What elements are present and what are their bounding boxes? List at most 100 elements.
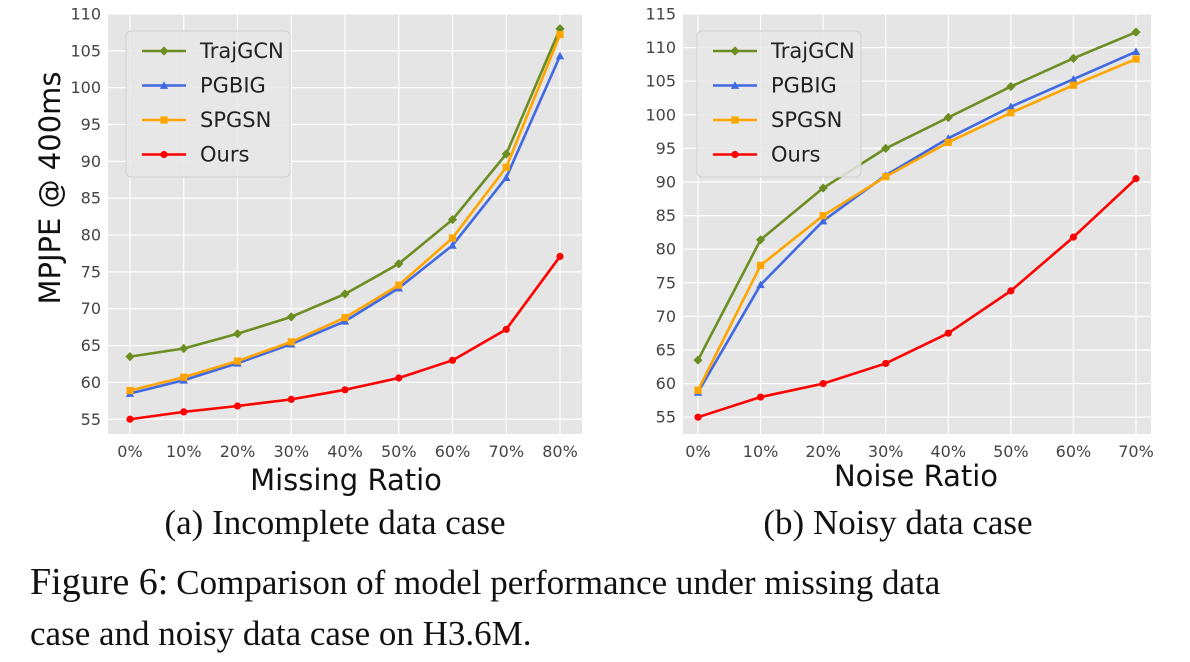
series-line <box>697 177 1137 419</box>
data-point <box>693 355 703 365</box>
data-point <box>501 149 511 159</box>
data-point <box>882 359 890 368</box>
y-tick-label: 65 <box>81 336 101 355</box>
data-point <box>1131 27 1141 37</box>
legend-label: PGBIG <box>200 74 266 98</box>
data-point <box>502 325 510 333</box>
figure-caption-text: Comparison of model performance under mi… <box>176 563 940 602</box>
x-tick-label: 50% <box>381 442 417 461</box>
data-point <box>881 143 891 153</box>
legend-swatch-marker <box>159 81 169 89</box>
data-point <box>1068 53 1079 63</box>
y-tick-label: 55 <box>81 410 101 429</box>
data-point <box>818 183 828 193</box>
data-point <box>1007 109 1015 117</box>
x-tick-label: 30% <box>868 442 904 461</box>
x-tick-label: 20% <box>220 442 256 461</box>
y-tick-label: 65 <box>656 341 676 360</box>
data-point <box>180 373 188 381</box>
series-spgsn <box>126 31 564 395</box>
data-point <box>179 343 189 354</box>
data-point <box>448 234 457 242</box>
y-tick-label: 105 <box>70 41 101 60</box>
figure-label: Figure 6: <box>30 561 168 603</box>
y-tick-label: 105 <box>645 72 676 91</box>
data-point <box>502 173 511 181</box>
data-point <box>756 393 765 401</box>
data-point <box>395 281 403 289</box>
figure-caption-line1: Figure 6: Comparison of model performance… <box>30 561 941 603</box>
x-tick-label: 60% <box>1056 442 1092 461</box>
y-tick-label: 75 <box>656 273 676 292</box>
data-point <box>882 173 890 181</box>
y-tick-label: 60 <box>81 373 101 392</box>
series-line <box>696 30 1137 361</box>
series-trajgcn <box>125 24 565 362</box>
y-tick-label: 70 <box>81 299 101 318</box>
data-point <box>1131 47 1141 55</box>
x-tick-label: 70% <box>488 442 524 461</box>
data-point <box>448 356 457 364</box>
legend: TrajGCN PGBIG SPGSN Ours <box>696 30 862 178</box>
data-point <box>943 112 953 123</box>
data-point <box>756 261 765 269</box>
legend-swatch-marker <box>730 46 740 56</box>
data-point <box>1069 81 1078 89</box>
series-line <box>696 57 1137 391</box>
x-tick-label: 80% <box>542 442 578 461</box>
data-point <box>555 51 565 60</box>
y-tick-label: 70 <box>656 307 676 326</box>
data-point <box>340 289 350 299</box>
data-point <box>502 163 510 171</box>
data-point <box>1069 233 1078 241</box>
x-tick-label: 60% <box>435 442 471 461</box>
series-trajgcn <box>693 27 1141 365</box>
legend-label: Ours <box>200 143 249 167</box>
x-tick-label: 20% <box>805 442 841 461</box>
data-point <box>694 413 702 421</box>
legend-label: TrajGCN <box>199 39 284 63</box>
subcaption-b: (b) Noisy data case <box>763 503 1032 542</box>
y-tick-label: 110 <box>70 5 101 24</box>
data-point <box>756 280 765 289</box>
data-point <box>286 312 296 322</box>
legend-swatch-marker <box>160 116 168 124</box>
legend-swatch-marker <box>731 116 739 124</box>
data-point <box>1006 81 1016 92</box>
legend-swatch-marker <box>731 150 739 159</box>
chart-noisy-data: 55 60 65 70 75 80 85 90 95 100 105 110 115 0% 10% 20% 30… <box>645 5 1153 494</box>
x-tick-label: 0% <box>685 442 710 461</box>
legend-label: TrajGCN <box>770 39 855 63</box>
data-point <box>1132 175 1140 183</box>
y-tick-label: 80 <box>656 240 676 259</box>
x-tick-label: 10% <box>743 442 779 461</box>
x-tick-label: 40% <box>931 442 967 461</box>
y-axis-label: MPJPE @ 400ms <box>33 71 67 304</box>
legend-label: SPGSN <box>771 108 842 132</box>
x-tick-label: 50% <box>993 442 1029 461</box>
series-ours <box>694 175 1140 421</box>
series-ours <box>126 252 564 423</box>
data-point <box>180 408 188 416</box>
figure-caption-line2: case and noisy data case on H3.6M. <box>30 614 532 653</box>
data-point <box>818 216 828 225</box>
legend-label: Ours <box>771 143 820 167</box>
x-tick-label: 70% <box>1118 442 1154 461</box>
data-point <box>944 138 952 146</box>
y-tick-label: 95 <box>81 115 101 134</box>
y-tick-label: 75 <box>81 262 101 281</box>
x-tick-label: 10% <box>166 442 202 461</box>
y-tick-label: 85 <box>656 206 676 225</box>
y-tick-label: 100 <box>70 78 101 97</box>
series-pgbig <box>125 51 565 397</box>
x-tick-label: 40% <box>327 442 363 461</box>
legend-label: PGBIG <box>771 74 837 98</box>
data-point <box>126 386 134 395</box>
data-point <box>341 386 349 394</box>
subcaption-a: (a) Incomplete data case <box>164 503 505 542</box>
series-spgsn <box>694 55 1140 394</box>
x-tick-label: 30% <box>273 442 309 461</box>
data-point <box>448 241 457 249</box>
y-tick-label: 110 <box>645 38 676 57</box>
